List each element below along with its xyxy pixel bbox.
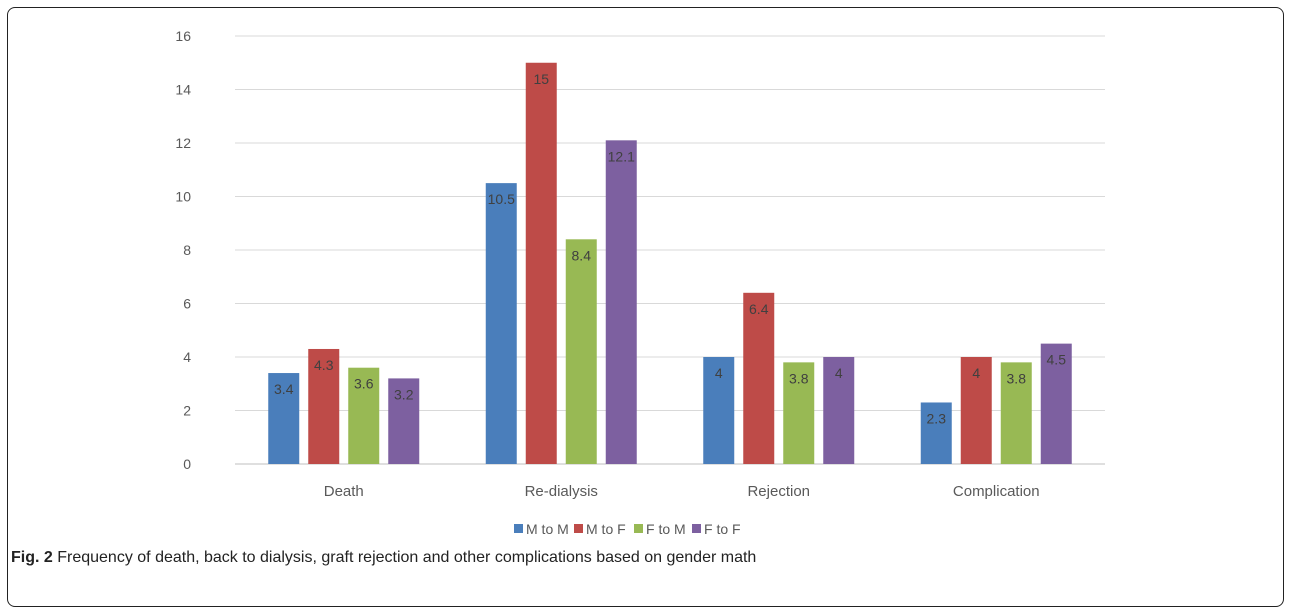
bar [743,292,775,464]
data-label: 2.3 [927,410,947,426]
bar [783,362,815,464]
bar [525,62,557,464]
legend-swatch [514,524,523,533]
legend-label: F to M [646,521,686,537]
data-label: 3.2 [394,386,414,402]
bar [823,357,855,464]
bar [703,357,735,464]
bar [268,373,300,464]
data-label: 3.6 [354,376,374,392]
data-label: 4 [835,365,843,381]
data-label: 3.8 [1007,370,1027,386]
x-axis-ticks: Death Re-dialysis Rejection Complication [324,483,1040,500]
x-tick-label: Re-dialysis [525,483,598,500]
figure-caption: Fig. 2 Frequency of death, back to dialy… [11,549,756,567]
bar [308,348,340,464]
caption-label: Fig. 2 [11,549,53,566]
data-label: 4 [715,365,723,381]
data-label: 4.5 [1047,352,1067,368]
x-tick-label: Death [324,483,364,500]
y-tick-label: 2 [183,403,191,419]
y-tick-label: 0 [183,456,191,472]
y-tick-label: 16 [175,28,191,44]
bar [920,402,952,464]
data-label: 4.3 [314,357,334,373]
data-label: 3.8 [789,370,809,386]
bar [388,378,420,464]
data-label: 10.5 [488,191,515,207]
legend-label: M to F [586,521,626,537]
bar [1040,343,1072,464]
bar [605,140,637,464]
legend-label: F to F [704,521,741,537]
legend-swatch [692,524,701,533]
legend-swatch [574,524,583,533]
bar [565,239,597,464]
y-tick-label: 12 [175,135,191,151]
y-tick-label: 10 [175,189,191,205]
legend: M to M M to F F to M F to F [514,521,741,537]
bar-chart: 0 2 4 6 8 10 12 14 16 3.4 4.3 3.6 3.2 10.5 15 8.4 12.1 4… [175,28,1105,537]
x-tick-label: Complication [953,483,1040,500]
legend-swatch [634,524,643,533]
data-label: 3.4 [274,381,294,397]
y-axis-ticks: 0 2 4 6 8 10 12 14 16 [175,28,191,472]
caption-text: Frequency of death, back to dialysis, gr… [57,549,757,566]
bars [268,62,1072,464]
data-label: 6.4 [749,301,769,317]
y-tick-label: 14 [175,82,191,98]
data-label: 12.1 [608,148,635,164]
y-tick-label: 8 [183,242,191,258]
y-tick-label: 6 [183,296,191,312]
bar [485,183,517,464]
data-label: 4 [972,365,980,381]
data-label: 8.4 [572,247,592,263]
x-tick-label: Rejection [747,483,810,500]
grid-layer [235,35,1105,465]
legend-label: M to M [526,521,569,537]
bar [1000,362,1032,464]
bar [348,367,380,464]
bar [960,357,992,464]
data-label: 15 [533,71,549,87]
y-tick-label: 4 [183,349,191,365]
data-labels: 3.4 4.3 3.6 3.2 10.5 15 8.4 12.1 4 6.4 3.8 4 2.3 4 3.8… [274,71,1066,427]
